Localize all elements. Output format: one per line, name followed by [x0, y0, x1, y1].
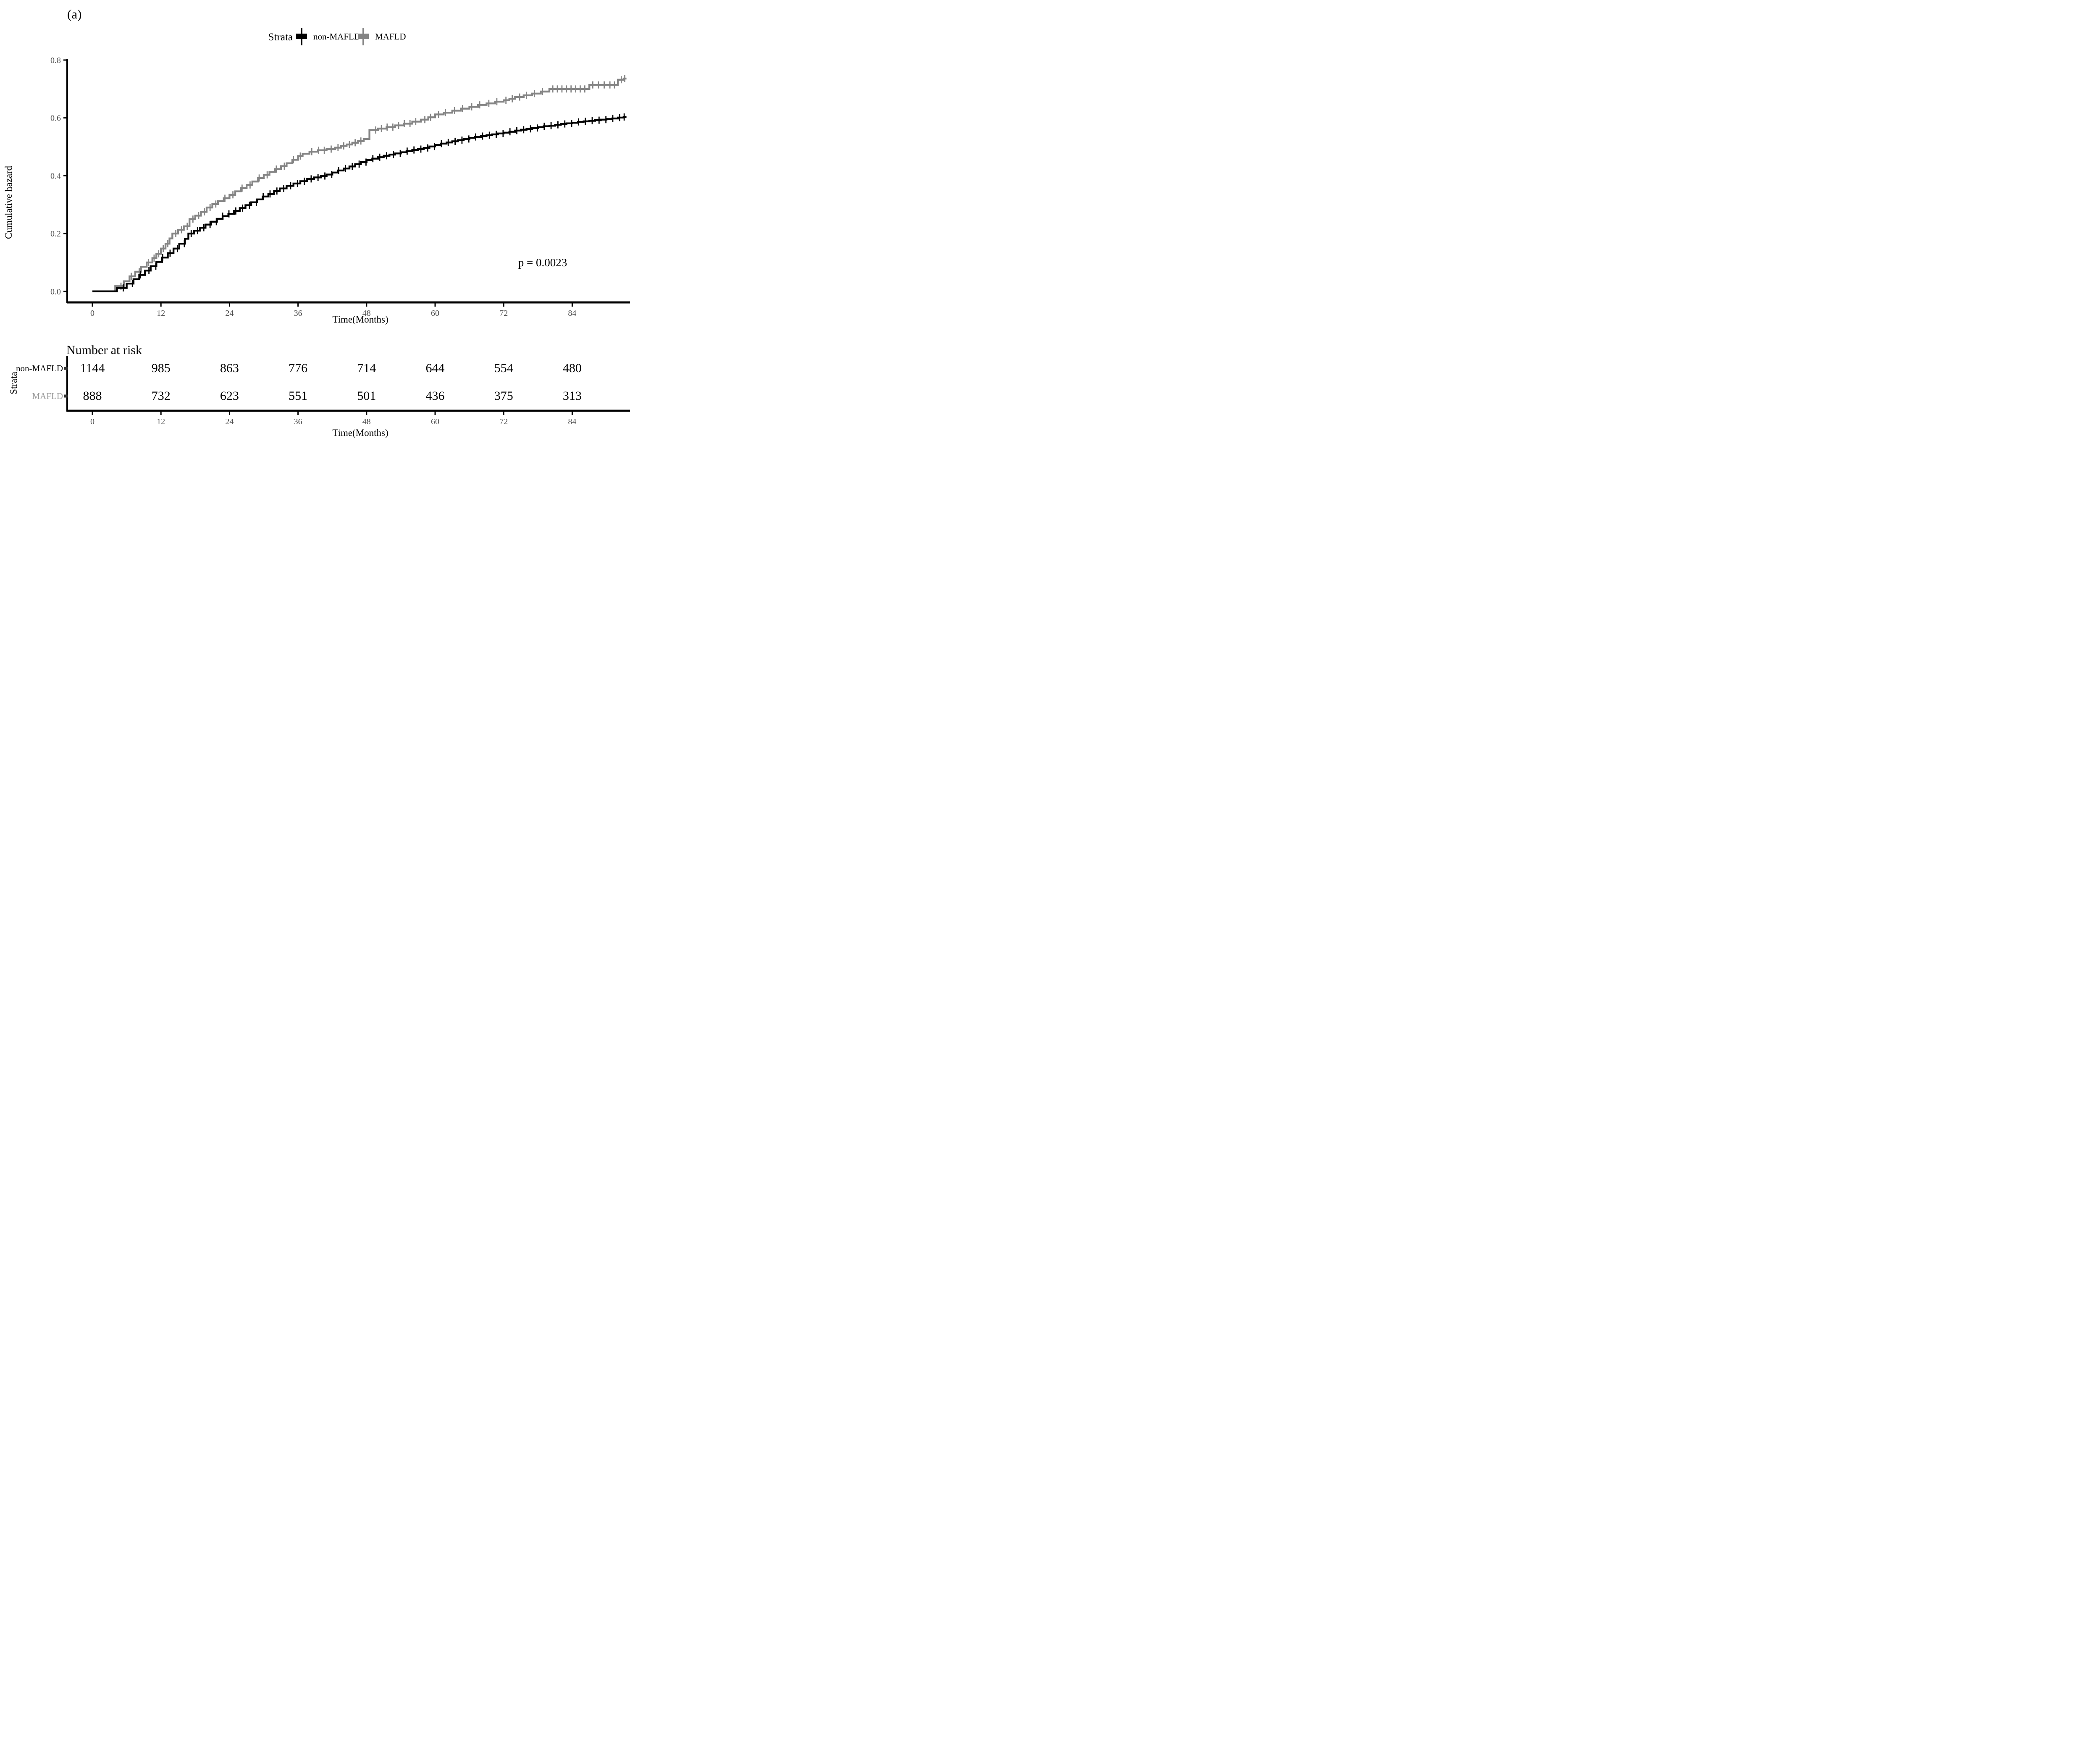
risk-count-mafld-12: 732	[152, 389, 171, 403]
risk-table-x-axis-title: Time(Months)	[332, 428, 388, 438]
survival-curves	[92, 75, 627, 292]
plus-icon	[358, 34, 369, 39]
y-axis-title: Cumulative hazard	[3, 165, 14, 239]
legend-key-mafld-icon	[358, 28, 369, 45]
risk-count-non-mafld-0: 1144	[80, 361, 105, 375]
legend-label-non-mafld[interactable]: non-MAFLD	[313, 32, 360, 42]
risk-count-non-mafld-24: 863	[220, 361, 239, 375]
risk-x-axis-tick-label: 60	[431, 417, 439, 426]
risk-table-values: 1144 985 863 776 714 644 554 480 888 732 623 551 501…	[80, 361, 582, 403]
x-axis-tick-label: 12	[157, 309, 165, 318]
x-axis-tick-label: 48	[362, 309, 371, 318]
risk-count-non-mafld-60: 644	[426, 361, 445, 375]
risk-x-axis-tick-label: 0	[90, 417, 94, 426]
y-axis-tick-label: 0.6	[50, 114, 61, 123]
risk-count-non-mafld-72: 554	[494, 361, 513, 375]
plus-icon	[296, 34, 307, 39]
risk-row-label-non-mafld: non-MAFLD	[16, 363, 63, 373]
figure-kaplan-meier-cumulative-hazard: (a) Strata non-MAFLD MAFLD Cumulative ha…	[0, 0, 630, 441]
risk-table-title: Number at risk	[66, 343, 142, 357]
risk-x-axis-tick-label: 12	[157, 417, 165, 426]
risk-x-axis-tick-label: 84	[568, 417, 576, 426]
risk-count-mafld-84: 313	[563, 389, 582, 403]
risk-table-strata-axis-label: Strata	[8, 372, 19, 394]
risk-x-axis-tick-label: 36	[294, 417, 302, 426]
risk-row-label-mafld: MAFLD	[32, 391, 63, 401]
x-axis-tick-label: 60	[431, 309, 439, 318]
risk-count-mafld-36: 551	[289, 389, 307, 403]
p-value-annotation: p = 0.0023	[518, 256, 567, 269]
y-axis-tick-label: 0.4	[50, 171, 61, 181]
x-axis-title: Time(Months)	[332, 314, 388, 325]
risk-x-axis-tick-label: 24	[225, 417, 234, 426]
risk-count-mafld-0: 888	[83, 389, 102, 403]
y-axis-tick-label: 0.8	[50, 56, 61, 65]
curve-mafld	[92, 77, 627, 292]
risk-count-mafld-60: 436	[426, 389, 445, 403]
y-axis-tick-label: 0.0	[50, 287, 61, 297]
legend-key-non-mafld-icon	[296, 28, 307, 45]
x-axis-tick-label: 72	[499, 309, 508, 318]
chart-canvas: (a) Strata non-MAFLD MAFLD Cumulative ha…	[3, 7, 630, 438]
risk-count-mafld-48: 501	[357, 389, 376, 403]
main-plot-axes: 0.0 0.2 0.4 0.6 0.8 0 12 24 36 48 60 72 84	[50, 56, 630, 318]
legend-label-mafld[interactable]: MAFLD	[375, 32, 406, 42]
risk-x-axis-tick-label: 48	[362, 417, 371, 426]
x-axis-tick-label: 36	[294, 309, 302, 318]
legend: Strata non-MAFLD MAFLD	[268, 28, 406, 45]
x-axis-tick-label: 0	[90, 309, 94, 318]
risk-x-axis-tick-label: 72	[499, 417, 508, 426]
risk-count-non-mafld-36: 776	[289, 361, 307, 375]
risk-table-axes: 0 12 24 36 48 60 72 84	[64, 356, 630, 426]
risk-count-non-mafld-84: 480	[563, 361, 582, 375]
y-axis-tick-label: 0.2	[50, 229, 61, 239]
risk-count-mafld-72: 375	[494, 389, 513, 403]
x-axis-tick-label: 24	[225, 309, 234, 318]
legend-title: Strata	[268, 32, 293, 43]
x-axis-tick-label: 84	[568, 309, 576, 318]
risk-count-mafld-24: 623	[220, 389, 239, 403]
risk-count-non-mafld-48: 714	[357, 361, 376, 375]
risk-count-non-mafld-12: 985	[152, 361, 171, 375]
panel-label: (a)	[67, 7, 81, 21]
